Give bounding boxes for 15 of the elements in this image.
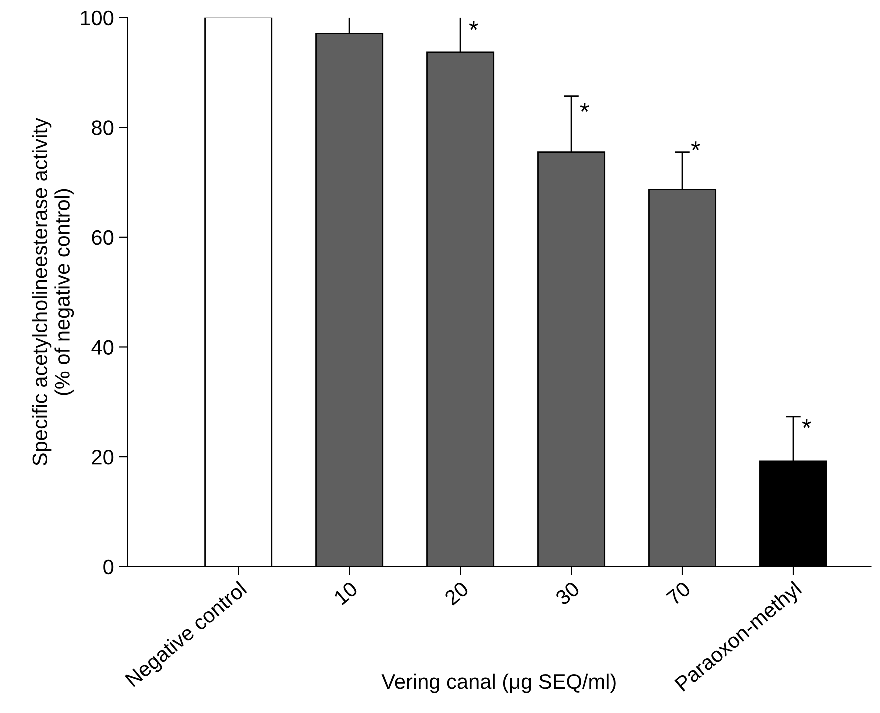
x-tick-label: 20	[444, 580, 470, 606]
y-tick-label: 40	[92, 340, 114, 355]
annotation: *	[802, 419, 812, 428]
y-tick-label: 80	[92, 120, 114, 136]
y-tick-label: 20	[92, 450, 114, 465]
y-tick-label: 100	[81, 10, 114, 26]
annotation: *	[580, 103, 590, 112]
x-axis-title: Vering canal (μg SEQ/ml)	[382, 674, 616, 694]
y-tick-label: 0	[104, 560, 114, 575]
annotation: *	[691, 142, 700, 150]
annotation: *	[469, 21, 478, 30]
y-axis-title: Specific acetylcholineesterase activity (% of negative control)	[32, 118, 74, 466]
y-tick-label: 60	[92, 230, 114, 246]
x-tick-label: 10	[333, 580, 359, 606]
x-tick-label: 30	[554, 580, 581, 606]
